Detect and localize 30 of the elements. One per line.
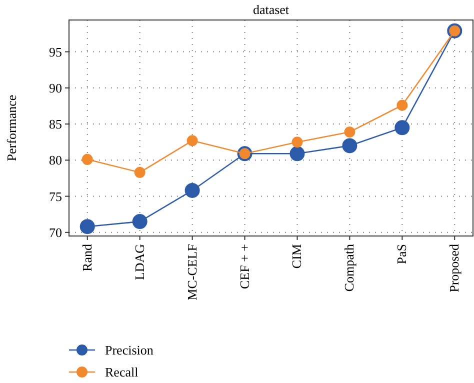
y-tick-label: 95 xyxy=(49,44,62,60)
x-tick-label: CEF + + xyxy=(236,244,252,290)
y-tick-label: 80 xyxy=(49,152,62,168)
legend-label: Recall xyxy=(105,364,139,380)
x-tick-label: PaS xyxy=(394,244,410,264)
y-tick-label: 70 xyxy=(49,224,62,240)
point xyxy=(132,214,148,230)
x-tick-label: Proposed xyxy=(446,244,462,292)
y-axis-title: Performance xyxy=(4,94,19,162)
point xyxy=(80,219,95,234)
point xyxy=(134,166,146,178)
legend-label: Precision xyxy=(105,342,154,358)
point xyxy=(342,138,358,154)
point xyxy=(394,120,410,136)
point xyxy=(184,182,200,198)
x-tick-label: Compath xyxy=(342,244,357,292)
point xyxy=(186,135,198,146)
x-tick-label: CIM xyxy=(289,244,304,269)
y-tick-label: 75 xyxy=(49,188,62,204)
y-tick-label: 90 xyxy=(49,80,62,96)
point xyxy=(396,100,408,111)
y-tick-label: 85 xyxy=(49,116,62,132)
x-tick-label: Rand xyxy=(79,244,94,272)
point xyxy=(82,154,93,165)
point xyxy=(292,136,303,148)
x-tick-label: MC-CELF xyxy=(184,244,200,300)
point xyxy=(290,146,305,162)
x-tick-label: LDAG xyxy=(132,244,147,280)
chart-title: dataset xyxy=(252,2,290,17)
point xyxy=(344,126,356,138)
